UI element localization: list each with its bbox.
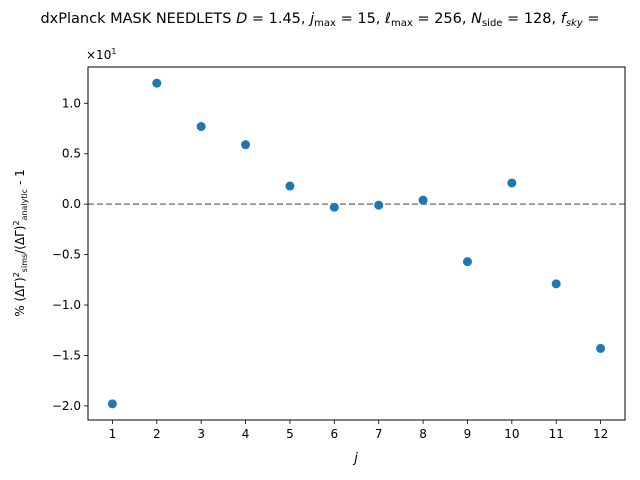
- data-point: [107, 399, 117, 409]
- x-tick-label: 1: [109, 427, 117, 441]
- x-tick-label: 8: [419, 427, 427, 441]
- title-d-value: 1.45: [269, 11, 301, 27]
- y-tick-label: −1.5: [52, 348, 81, 362]
- data-point: [241, 140, 251, 150]
- data-point: [329, 202, 339, 212]
- y-tick-label: −0.5: [52, 248, 81, 262]
- x-tick-label: 6: [330, 427, 338, 441]
- x-tick-label: 12: [593, 427, 608, 441]
- x-axis-label: j: [352, 451, 358, 466]
- x-tick-label: 10: [504, 427, 519, 441]
- x-tick-label: 7: [375, 427, 383, 441]
- x-tick-label: 3: [197, 427, 205, 441]
- x-tick-label: 2: [153, 427, 161, 441]
- y-tick-label: −1.0: [52, 298, 81, 312]
- data-point: [596, 343, 606, 353]
- title-nside-value: 128: [524, 11, 552, 27]
- y-tick-label: −2.0: [52, 399, 81, 413]
- data-point: [507, 178, 517, 188]
- y-offset-label: ×101: [86, 47, 116, 62]
- x-tick-label: 11: [549, 427, 564, 441]
- data-point: [285, 181, 295, 191]
- data-point: [152, 78, 162, 88]
- data-points: [107, 78, 606, 409]
- y-tick-label: 0.5: [62, 147, 81, 161]
- y-axis-label: % (ΔΓ)2sims/(ΔΓ)2analytic - 1: [12, 169, 29, 317]
- title-jmax-value: 15: [357, 11, 375, 27]
- data-point: [374, 200, 384, 210]
- chart-title: dxPlanck MASK NEEDLETS D = 1.45, jmax = …: [40, 11, 599, 29]
- x-tick-label: 4: [242, 427, 250, 441]
- data-point: [462, 257, 472, 267]
- y-tick-label: 1.0: [62, 96, 81, 110]
- data-point: [196, 122, 206, 132]
- x-tick-label: 9: [464, 427, 472, 441]
- title-prefix: dxPlanck MASK NEEDLETS: [40, 11, 236, 27]
- y-tick-label: 0.0: [62, 197, 81, 211]
- plot-frame: [87, 66, 626, 421]
- data-point: [418, 195, 428, 205]
- axes: 1 2 3 4 5 6 7 8 9 10 11 12−2.0−1.5−1.0−0.50.00.51.0: [52, 96, 608, 441]
- title-lmax-value: 256: [434, 11, 462, 27]
- x-tick-label: 5: [286, 427, 294, 441]
- data-point: [551, 279, 561, 289]
